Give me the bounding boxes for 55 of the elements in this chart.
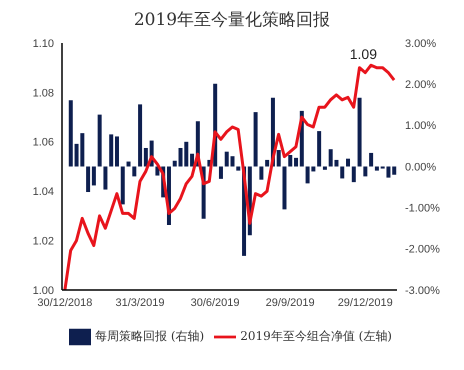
y2-tick-label: 3.00% (405, 38, 436, 50)
bar (98, 114, 102, 166)
bar (172, 160, 177, 166)
y2-tick-label: -2.00% (405, 244, 440, 256)
y-tick-label: 1.00 (32, 284, 54, 297)
y-tick-label: 1.10 (32, 38, 54, 50)
chart-title: 2019年至今量化策略回报 (132, 9, 332, 31)
bar (363, 166, 368, 176)
y2-tick-label: -1.00% (405, 202, 440, 215)
x-tick-label: 31/3/2019 (116, 296, 164, 309)
bar (138, 104, 142, 166)
x-tick-label: 29/9/2019 (266, 296, 315, 309)
y2-tick-label: -3.00% (405, 284, 440, 297)
bar (86, 166, 90, 192)
annotation: 1.09 (350, 46, 378, 62)
y-tick-label: 1.08 (32, 87, 54, 100)
legend-label: 2019年至今组合净值 (左轴) (240, 329, 392, 344)
y-tick-label: 1.02 (32, 236, 54, 248)
bar (340, 166, 344, 178)
bar (80, 133, 84, 166)
y2-tick-label: 2.00% (405, 79, 436, 92)
bar (236, 166, 240, 171)
x-tick-label: 29/12/2019 (338, 296, 393, 309)
y2-tick-label: 1.00% (405, 120, 436, 132)
x-tick-label: 30/12/2018 (37, 296, 92, 309)
bar (132, 166, 136, 176)
bar (178, 148, 183, 166)
y-tick-label: 1.04 (32, 186, 54, 198)
bar (224, 152, 229, 166)
bar (322, 166, 327, 170)
bar (230, 156, 234, 166)
bar (254, 112, 258, 166)
legend-label: 每周策略回报 (右轴) (95, 329, 204, 344)
bar (317, 131, 322, 166)
bar (358, 98, 362, 166)
bar (218, 166, 223, 179)
bar (346, 158, 350, 166)
bar (306, 166, 310, 184)
bar (126, 162, 131, 166)
bar (120, 166, 125, 204)
bar (265, 160, 270, 166)
bar (114, 136, 119, 166)
bar (92, 166, 96, 186)
bar (334, 160, 338, 166)
y2-tick-label: 0.00% (405, 161, 436, 174)
bar (109, 134, 114, 166)
x-tick-label: 30/6/2019 (190, 296, 240, 309)
bar (369, 152, 374, 166)
bar (282, 166, 286, 210)
y-tick-label: 1.06 (32, 136, 54, 149)
bar (311, 166, 316, 172)
bar (103, 166, 108, 190)
bar (352, 166, 356, 182)
bar (328, 149, 333, 166)
bar (259, 166, 264, 180)
